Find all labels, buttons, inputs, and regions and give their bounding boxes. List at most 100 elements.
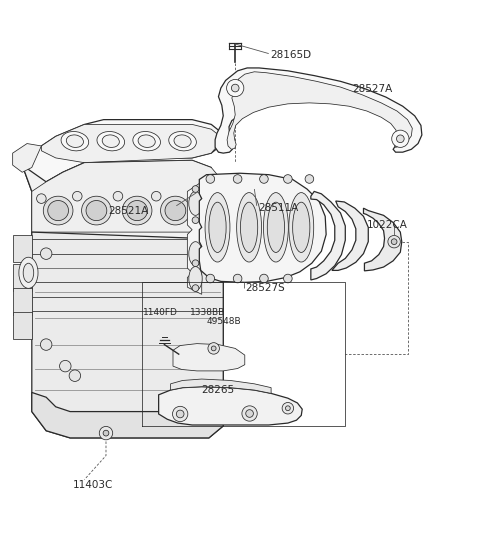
Polygon shape — [363, 208, 402, 271]
Circle shape — [231, 84, 239, 92]
Text: 28527A: 28527A — [352, 85, 392, 94]
Circle shape — [284, 175, 292, 183]
Circle shape — [233, 175, 242, 183]
Ellipse shape — [289, 192, 314, 262]
Polygon shape — [215, 68, 422, 153]
Polygon shape — [22, 160, 223, 419]
Circle shape — [206, 175, 215, 183]
Polygon shape — [332, 201, 368, 270]
Circle shape — [172, 406, 188, 422]
Ellipse shape — [138, 135, 155, 147]
Ellipse shape — [205, 192, 230, 262]
Polygon shape — [311, 191, 345, 280]
Circle shape — [396, 135, 404, 143]
Circle shape — [242, 406, 257, 421]
Ellipse shape — [86, 200, 107, 221]
Circle shape — [392, 130, 409, 147]
Circle shape — [192, 194, 202, 203]
Circle shape — [40, 339, 52, 351]
Ellipse shape — [174, 135, 191, 147]
Polygon shape — [227, 72, 412, 150]
Ellipse shape — [209, 202, 226, 252]
Ellipse shape — [237, 192, 262, 262]
Circle shape — [152, 191, 161, 201]
Polygon shape — [12, 288, 32, 315]
Circle shape — [284, 274, 292, 283]
Ellipse shape — [43, 196, 73, 225]
Circle shape — [176, 410, 184, 418]
Ellipse shape — [189, 266, 202, 291]
Ellipse shape — [160, 196, 190, 225]
Circle shape — [286, 406, 290, 411]
Text: 28511A: 28511A — [258, 203, 299, 213]
Circle shape — [36, 194, 46, 203]
Circle shape — [191, 248, 203, 259]
Text: 1022CA: 1022CA — [367, 220, 408, 230]
Circle shape — [40, 248, 52, 259]
Ellipse shape — [165, 200, 186, 221]
Circle shape — [305, 175, 314, 183]
Polygon shape — [41, 124, 223, 163]
Ellipse shape — [240, 202, 258, 252]
Ellipse shape — [102, 135, 120, 147]
Polygon shape — [170, 379, 271, 393]
Circle shape — [192, 260, 199, 266]
Circle shape — [391, 239, 397, 244]
Circle shape — [99, 427, 113, 440]
Ellipse shape — [97, 131, 125, 151]
Polygon shape — [187, 182, 202, 294]
Circle shape — [211, 346, 216, 351]
Ellipse shape — [48, 200, 69, 221]
Polygon shape — [12, 312, 32, 339]
Circle shape — [192, 185, 199, 192]
Polygon shape — [158, 386, 302, 425]
Text: 28265: 28265 — [202, 385, 235, 395]
Ellipse shape — [189, 191, 202, 215]
Polygon shape — [22, 120, 223, 191]
Circle shape — [246, 410, 253, 418]
Ellipse shape — [189, 242, 202, 266]
Ellipse shape — [23, 263, 34, 282]
Ellipse shape — [264, 192, 288, 262]
Ellipse shape — [133, 131, 160, 151]
Circle shape — [260, 175, 268, 183]
Circle shape — [69, 370, 81, 382]
Circle shape — [282, 403, 294, 414]
Text: 49548B: 49548B — [206, 317, 241, 326]
Text: 28165D: 28165D — [270, 50, 311, 60]
Ellipse shape — [122, 196, 152, 225]
Polygon shape — [32, 392, 223, 438]
Circle shape — [233, 274, 242, 283]
Ellipse shape — [66, 135, 84, 147]
Polygon shape — [12, 144, 41, 172]
Circle shape — [192, 217, 199, 224]
Text: 1338BB: 1338BB — [190, 308, 225, 317]
Circle shape — [60, 360, 71, 372]
Circle shape — [192, 285, 199, 292]
Text: 28527S: 28527S — [246, 283, 286, 293]
Polygon shape — [173, 344, 245, 371]
Circle shape — [211, 199, 221, 208]
Polygon shape — [32, 232, 223, 438]
Ellipse shape — [293, 202, 310, 252]
Polygon shape — [12, 235, 32, 262]
Polygon shape — [199, 173, 326, 282]
Ellipse shape — [127, 200, 147, 221]
Circle shape — [260, 274, 268, 283]
Text: 28521A: 28521A — [108, 206, 149, 215]
Circle shape — [113, 191, 123, 201]
Circle shape — [388, 235, 400, 248]
Ellipse shape — [267, 202, 285, 252]
Circle shape — [72, 191, 82, 201]
Circle shape — [103, 430, 109, 436]
Polygon shape — [32, 160, 223, 239]
Ellipse shape — [61, 131, 89, 151]
Circle shape — [206, 274, 215, 283]
Ellipse shape — [82, 196, 111, 225]
Ellipse shape — [169, 131, 196, 151]
Text: 11403C: 11403C — [72, 480, 113, 490]
Ellipse shape — [19, 257, 38, 288]
Circle shape — [208, 343, 219, 354]
Polygon shape — [12, 264, 32, 291]
Circle shape — [227, 79, 244, 96]
